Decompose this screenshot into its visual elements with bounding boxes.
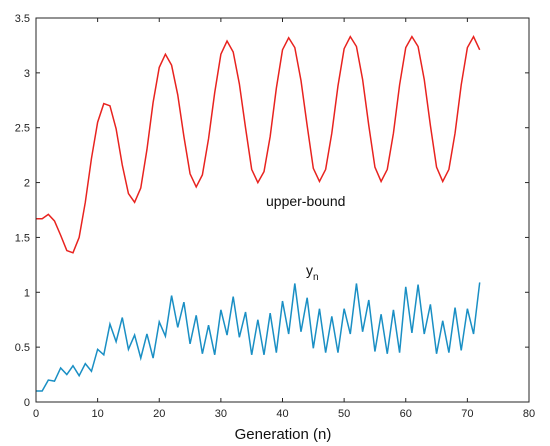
y-tick-label: 0 [24, 397, 30, 409]
y-tick-label: 2 [24, 178, 30, 190]
y-tick-label: 1 [24, 287, 30, 299]
y-tick-label: 1.5 [15, 232, 30, 244]
x-tick-label: 0 [33, 408, 39, 420]
x-tick-label: 10 [92, 408, 104, 420]
y-tick-label: 0.5 [15, 342, 30, 354]
x-axis-title: Generation (n) [235, 426, 332, 443]
series-line-upper [36, 35, 481, 254]
series-line-yn [36, 282, 481, 392]
y-tick-label: 3 [24, 68, 30, 80]
axis-ticks [35, 17, 530, 403]
x-tick-label: 60 [400, 408, 412, 420]
x-tick-label: 20 [153, 408, 165, 420]
axis-tick-labels: 0 10 20 30 40 50 60 70 80 0 0.5 1 1.5 2 2.5 3 3.5 [15, 13, 535, 420]
x-tick-label: 40 [276, 408, 288, 420]
x-tick-label: 80 [523, 408, 535, 420]
y-tick-label: 2.5 [15, 123, 30, 135]
y-tick-label: 3.5 [15, 13, 30, 25]
yn-annotation-main: y [306, 262, 313, 278]
upper-bound-annotation: upper-bound [266, 193, 345, 209]
yn-annotation: yn [306, 262, 319, 283]
x-tick-label: 70 [461, 408, 473, 420]
x-tick-label: 30 [215, 408, 227, 420]
plot-lines [36, 35, 481, 392]
yn-annotation-subscript: n [313, 272, 319, 283]
plot-background [36, 18, 529, 402]
x-tick-label: 50 [338, 408, 350, 420]
